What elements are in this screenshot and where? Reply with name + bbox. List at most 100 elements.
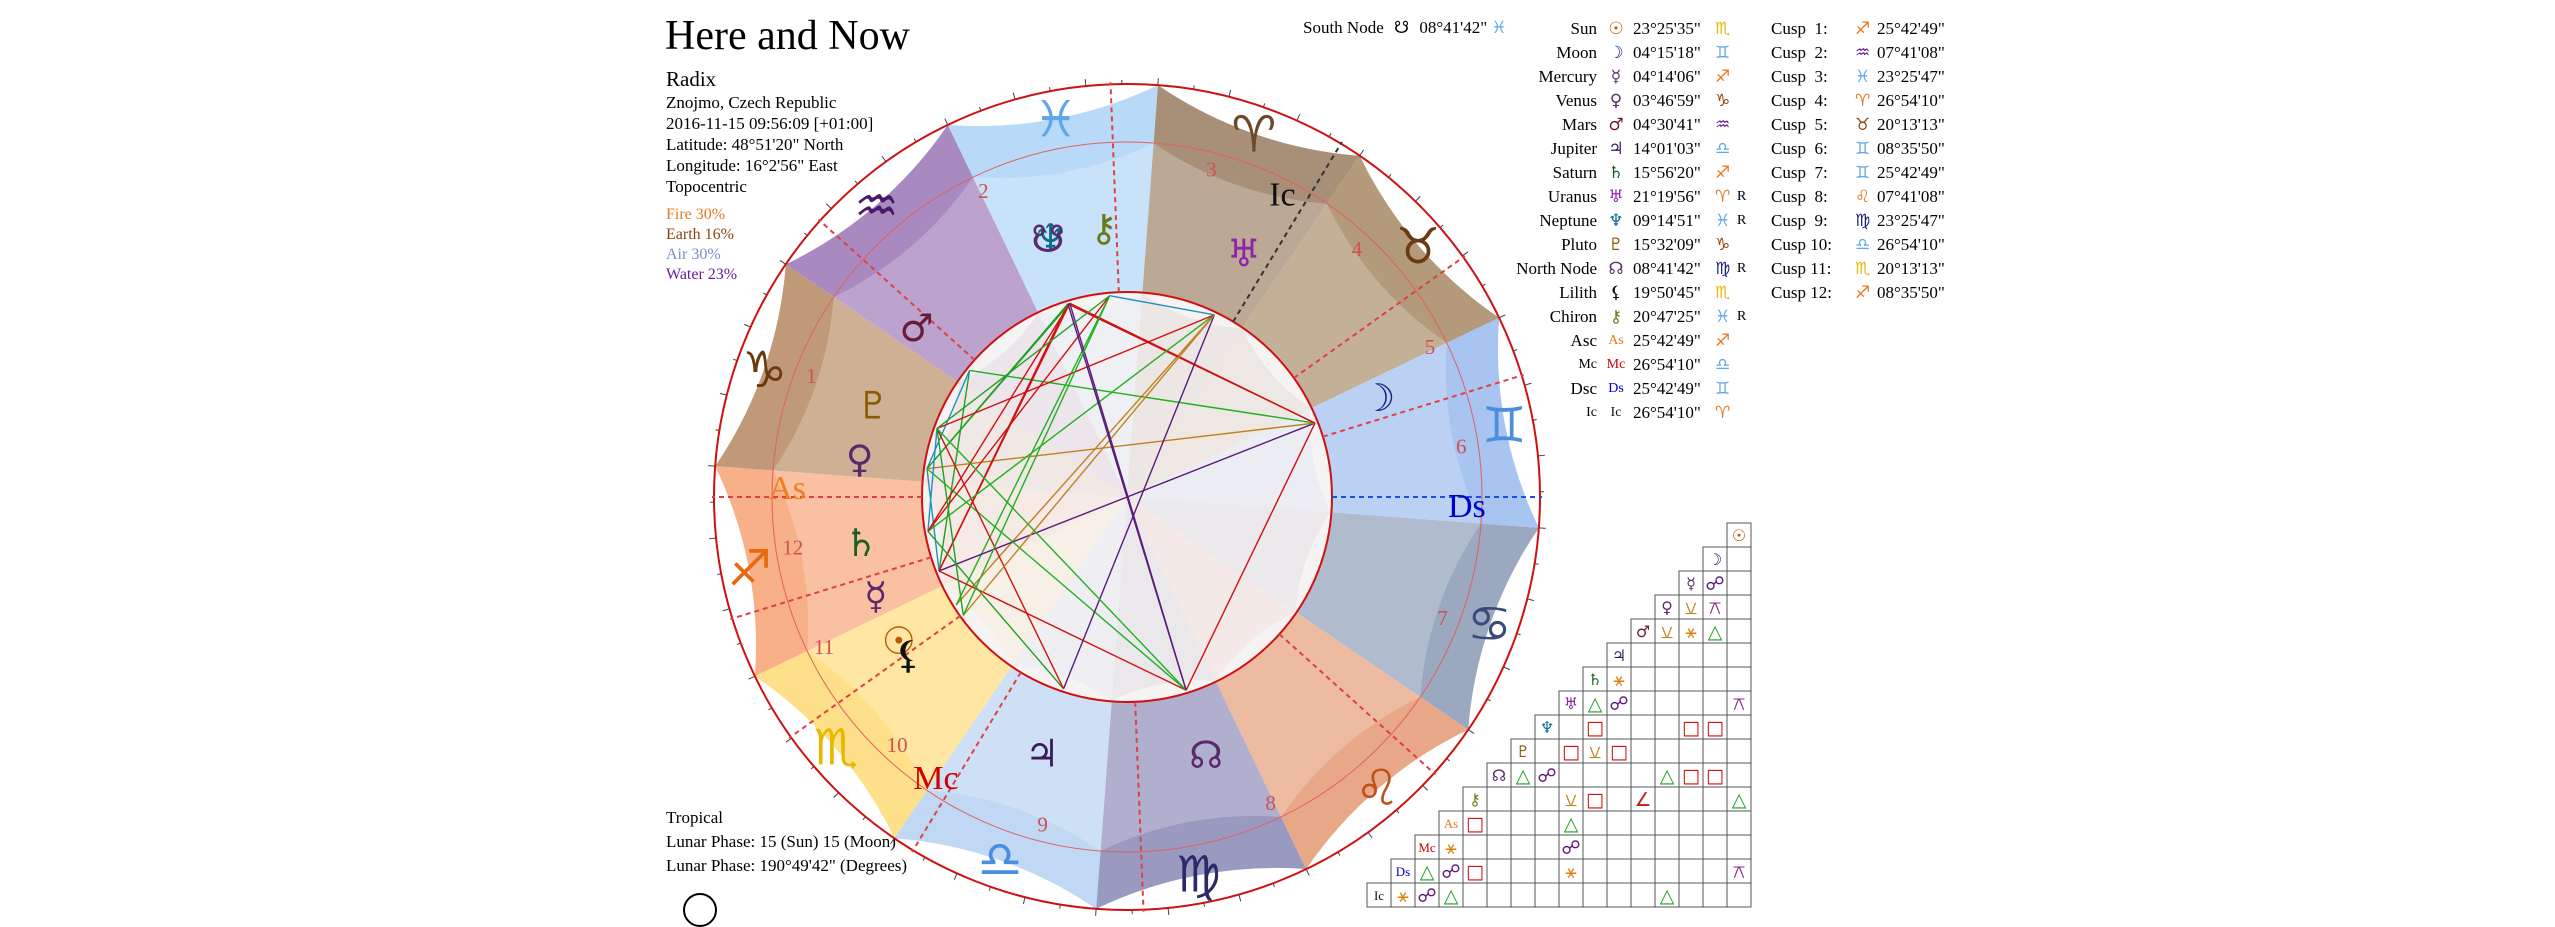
aspect-grid-label: Ic: [1374, 888, 1384, 903]
aspect-grid-cell: [1655, 691, 1679, 715]
aspect-symbol: ⚺: [1685, 597, 1698, 619]
aspect-grid-cell: [1679, 667, 1703, 691]
aspect-grid-cell: [1583, 859, 1607, 883]
aspect-grid-label: ☊: [1492, 766, 1506, 785]
aspect-symbol: ⚺: [1661, 621, 1674, 643]
aspect-symbol: ⚻: [1733, 693, 1746, 715]
aspect-grid-label: ♂: [1636, 622, 1650, 641]
aspect-grid-cell: [1631, 835, 1655, 859]
aspect-grid-cell: [1535, 787, 1559, 811]
aspect-grid-cell: [1655, 667, 1679, 691]
aspect-grid-cell: [1559, 715, 1583, 739]
aspect-grid-cell: [1727, 811, 1751, 835]
aspect-grid-cell: [1703, 643, 1727, 667]
aspect-grid-cell: [1727, 667, 1751, 691]
aspect-grid-cell: [1487, 883, 1511, 907]
aspect-symbol: □: [1706, 765, 1724, 787]
aspect-symbol: ⚹: [1445, 837, 1457, 859]
aspect-symbol: □: [1682, 765, 1700, 787]
aspect-symbol: □: [1586, 717, 1604, 739]
aspect-grid-cell: [1679, 811, 1703, 835]
aspect-grid-cell: [1511, 787, 1535, 811]
aspect-grid-label: ☿: [1686, 574, 1696, 593]
aspect-grid-cell: [1703, 667, 1727, 691]
aspect-grid-cell: [1727, 547, 1751, 571]
aspect-symbol: □: [1562, 741, 1580, 763]
aspect-grid-cell: [1607, 859, 1631, 883]
aspect-symbol: ☍: [1705, 573, 1724, 595]
aspect-symbol: ⚹: [1397, 885, 1409, 907]
aspect-grid-cell: [1703, 691, 1727, 715]
aspect-grid-cell: [1679, 691, 1703, 715]
aspect-grid-cell: [1583, 883, 1607, 907]
aspect-grid-cell: [1511, 883, 1535, 907]
aspect-grid-cell: [1727, 643, 1751, 667]
aspect-grid-cell: [1727, 739, 1751, 763]
aspect-symbol: □: [1586, 789, 1604, 811]
aspect-symbol: □: [1466, 861, 1484, 883]
aspect-grid-cell: [1487, 787, 1511, 811]
aspect-grid-label: ☉: [1732, 526, 1746, 545]
aspect-symbol: △: [1564, 813, 1579, 835]
aspect-grid-cell: [1631, 763, 1655, 787]
aspect-grid-cell: [1511, 811, 1535, 835]
aspect-symbol: ⚺: [1565, 789, 1578, 811]
aspect-grid-cell: [1655, 835, 1679, 859]
aspect-grid-cell: [1703, 835, 1727, 859]
aspect-symbol: □: [1466, 813, 1484, 835]
aspect-symbol: ☍: [1417, 885, 1436, 907]
aspect-grid-cell: [1655, 787, 1679, 811]
aspect-grid-cell: [1679, 883, 1703, 907]
aspect-grid-cell: [1679, 739, 1703, 763]
aspect-symbol: ☍: [1561, 837, 1580, 859]
aspect-grid-cell: [1655, 859, 1679, 883]
aspect-grid-cell: [1511, 835, 1535, 859]
aspect-symbol: ☍: [1609, 693, 1628, 715]
aspect-grid-cell: [1631, 643, 1655, 667]
aspect-symbol: △: [1420, 861, 1435, 883]
aspect-grid-cell: [1703, 883, 1727, 907]
aspect-symbol: ⚻: [1733, 861, 1746, 883]
aspect-grid-cell: [1631, 691, 1655, 715]
aspect-grid-cell: [1559, 763, 1583, 787]
aspect-grid-cell: [1727, 619, 1751, 643]
aspect-symbol: ⚺: [1589, 741, 1602, 763]
aspect-grid-label: ☽: [1708, 550, 1722, 569]
aspect-grid-cell: [1703, 859, 1727, 883]
aspect-grid-cell: [1631, 859, 1655, 883]
aspect-symbol: ⚹: [1685, 621, 1697, 643]
aspect-grid-cell: [1607, 787, 1631, 811]
aspect-symbol: △: [1732, 789, 1747, 811]
aspect-symbol: ☍: [1441, 861, 1460, 883]
aspect-grid-cell: [1727, 835, 1751, 859]
aspect-grid-cell: [1535, 835, 1559, 859]
aspect-grid-cell: [1727, 763, 1751, 787]
aspect-grid-cell: [1727, 595, 1751, 619]
aspect-symbol: △: [1708, 621, 1723, 643]
aspect-grid-cell: [1679, 643, 1703, 667]
aspect-grid-cell: [1487, 859, 1511, 883]
aspect-symbol: △: [1588, 693, 1603, 715]
aspect-symbol: ⚹: [1613, 669, 1625, 691]
aspect-grid-cell: [1463, 883, 1487, 907]
aspect-grid-label: As: [1444, 816, 1458, 831]
aspect-grid-cell: [1655, 643, 1679, 667]
aspect-grid-label: ♃: [1612, 646, 1626, 665]
aspect-symbol: △: [1516, 765, 1531, 787]
aspect-grid-cell: [1679, 859, 1703, 883]
aspect-grid-cell: [1631, 811, 1655, 835]
aspect-grid-cell: [1727, 883, 1751, 907]
aspect-symbol: △: [1660, 885, 1675, 907]
aspect-grid-cell: [1703, 739, 1727, 763]
aspect-grid-cell: [1535, 859, 1559, 883]
aspect-grid-cell: [1535, 739, 1559, 763]
aspect-grid-cell: [1655, 715, 1679, 739]
aspect-symbol: △: [1660, 765, 1675, 787]
aspect-grid-cell: [1607, 715, 1631, 739]
aspect-symbol: ⚹: [1565, 861, 1577, 883]
aspect-grid-label: ♄: [1588, 670, 1602, 689]
aspect-grid-cell: [1487, 835, 1511, 859]
aspect-grid-cell: [1607, 835, 1631, 859]
aspect-grid-label: ⚷: [1469, 790, 1481, 809]
